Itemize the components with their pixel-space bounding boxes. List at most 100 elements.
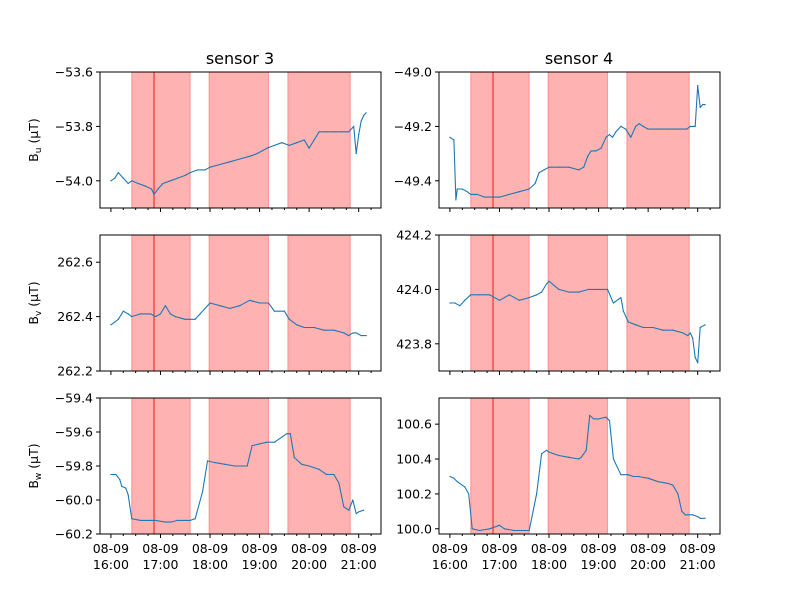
- data-point: [459, 305, 461, 307]
- shaded-interval-2: [547, 71, 609, 209]
- data-point: [348, 509, 350, 511]
- data-point: [194, 318, 196, 320]
- data-point: [122, 310, 124, 312]
- data-point: [686, 128, 688, 130]
- shaded-interval-2: [547, 234, 609, 372]
- data-point: [127, 494, 129, 496]
- data-point: [189, 172, 191, 174]
- data-point: [558, 166, 560, 168]
- data-point: [538, 172, 540, 174]
- x-tick-label-date: 08-09: [192, 541, 228, 556]
- data-point: [209, 166, 211, 168]
- data-point: [184, 318, 186, 320]
- data-point: [466, 191, 468, 193]
- data-point: [246, 465, 248, 467]
- data-point: [301, 463, 303, 465]
- shaded-interval-2: [547, 397, 609, 535]
- data-point: [288, 318, 290, 320]
- data-point: [325, 131, 328, 133]
- x-tick-label-date: 08-09: [241, 541, 277, 556]
- shaded-interval-3: [626, 234, 690, 372]
- y-tick-label: 262.2: [57, 364, 93, 379]
- data-point: [177, 519, 179, 522]
- data-point: [595, 150, 597, 152]
- data-point: [122, 177, 124, 179]
- data-point: [288, 144, 290, 147]
- data-point: [699, 517, 701, 519]
- data-point: [697, 515, 699, 518]
- y-axis-label-bv: Bv (μT): [26, 281, 44, 324]
- data-point: [258, 443, 261, 445]
- data-point: [318, 131, 320, 133]
- y-tick-label: −60.0: [55, 493, 93, 508]
- data-point: [149, 519, 152, 522]
- data-point: [647, 128, 649, 130]
- data-point: [258, 302, 261, 304]
- x-tick-label-time: 18:00: [192, 557, 228, 572]
- data-point: [662, 329, 664, 331]
- data-point: [503, 528, 506, 530]
- data-point: [689, 125, 691, 127]
- x-tick-label-date: 08-09: [93, 541, 129, 556]
- data-point: [239, 305, 241, 307]
- data-point: [632, 475, 634, 478]
- data-point: [479, 529, 481, 532]
- panels: −54.0 −53.8 −53.6 −49.4 −49.2 −49.0 262.2 262.4…: [55, 65, 721, 572]
- data-point: [204, 169, 206, 171]
- y-tick-label: −54.0: [55, 173, 93, 188]
- data-point: [266, 147, 268, 149]
- x-tick-label-time: 17:00: [481, 557, 517, 572]
- data-point: [536, 493, 538, 495]
- panel-4: 423.8 424.0 424.2: [396, 228, 721, 375]
- data-point: [209, 302, 211, 304]
- y-tick-label: −59.8: [55, 459, 93, 474]
- x-tick-label-date: 08-09: [531, 541, 567, 556]
- shaded-interval-1: [470, 234, 530, 372]
- data-point: [464, 486, 466, 488]
- data-point: [162, 182, 164, 185]
- data-point: [303, 326, 305, 329]
- data-point: [578, 291, 580, 293]
- data-point: [461, 188, 463, 190]
- y-axis-label-bw: Bw (μT): [26, 443, 44, 488]
- data-point: [459, 482, 461, 485]
- series-line-1: [449, 280, 706, 364]
- plot-frame: [438, 71, 721, 209]
- y-tick-label: 424.0: [396, 282, 432, 297]
- data-point: [204, 307, 206, 310]
- data-point: [483, 196, 486, 198]
- data-point: [201, 490, 204, 493]
- data-point: [704, 324, 706, 326]
- data-point: [652, 326, 654, 329]
- data-point: [587, 155, 589, 157]
- data-point: [352, 332, 354, 334]
- x-tick-label-time: 17:00: [142, 557, 178, 572]
- y-tick-label: −59.6: [55, 425, 93, 440]
- data-point: [189, 519, 191, 522]
- panel-5: −60.2−60.0−59.8−59.6−59.408-0916:0008-09…: [55, 391, 382, 572]
- data-point: [355, 153, 357, 155]
- data-point: [568, 291, 570, 293]
- data-point: [114, 321, 116, 323]
- x-tick-label-time: 21:00: [341, 557, 377, 572]
- data-point: [174, 316, 176, 318]
- data-point: [622, 310, 624, 312]
- data-point: [455, 199, 457, 201]
- y-tick-label: −53.6: [55, 65, 93, 80]
- data-point: [694, 125, 696, 127]
- data-point: [353, 125, 355, 127]
- data-point: [608, 133, 611, 136]
- y-tick-label: 424.2: [396, 228, 432, 243]
- data-point: [338, 482, 340, 484]
- data-point: [681, 510, 683, 512]
- data-point: [325, 473, 328, 476]
- data-point: [697, 362, 699, 364]
- data-point: [585, 449, 587, 451]
- data-point: [687, 514, 689, 516]
- data-point: [672, 329, 674, 331]
- data-point: [627, 321, 629, 323]
- data-point: [365, 112, 367, 114]
- data-point: [630, 136, 632, 138]
- data-point: [150, 188, 153, 190]
